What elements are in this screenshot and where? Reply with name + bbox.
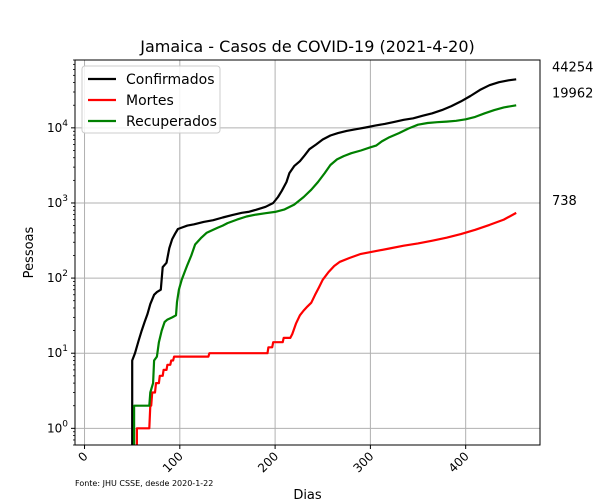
legend: Confirmados Mortes Recuperados: [81, 65, 221, 134]
x-tick-label: 0: [75, 449, 90, 464]
chart-title: Jamaica - Casos de COVID-19 (2021-4-20): [139, 37, 475, 56]
y-tick-label: 101: [47, 344, 68, 360]
y-tick-label: 100: [47, 419, 68, 435]
y-axis-label: Pessoas: [22, 226, 37, 278]
final-value-label: 738: [552, 194, 577, 209]
final-value-label: 44254: [552, 60, 593, 75]
series-line-mortes: [135, 211, 517, 445]
source-note: Fonte: JHU CSSE, desde 2020-1-22: [75, 479, 213, 488]
x-tick-label: 100: [160, 449, 186, 475]
y-tick-label: 103: [47, 194, 68, 210]
plot-frame: [74, 59, 541, 446]
x-tick-label: 200: [255, 449, 281, 475]
final-value-label: 19962: [552, 86, 593, 101]
x-tick-label: 300: [350, 449, 376, 475]
series-line-recuperados: [133, 104, 517, 445]
legend-label: Mortes: [126, 93, 174, 109]
y-tick-label: 102: [47, 269, 68, 285]
x-tick-label: 400: [446, 449, 472, 475]
final-value-labels: 44254 738 19962: [552, 60, 593, 209]
legend-label: Confirmados: [126, 72, 215, 88]
series-line-confirmados: [131, 78, 517, 445]
series-layer: [131, 78, 517, 445]
legend-box: [81, 65, 221, 134]
y-tick-label: 104: [47, 119, 68, 135]
legend-label: Recuperados: [126, 114, 217, 130]
x-axis-label: Dias: [293, 488, 322, 500]
